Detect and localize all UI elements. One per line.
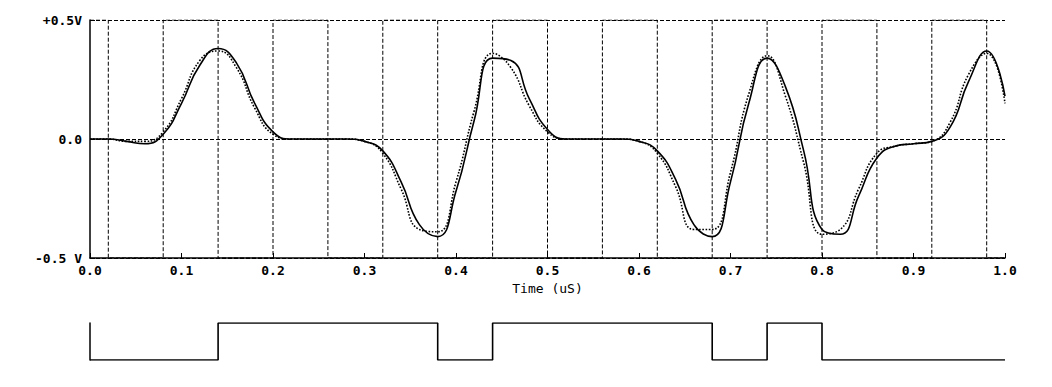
- svg-text:0.5: 0.5: [536, 263, 559, 278]
- svg-text:0.3: 0.3: [353, 263, 376, 278]
- svg-text:Time (uS): Time (uS): [512, 281, 582, 296]
- svg-text:0.2: 0.2: [261, 263, 284, 278]
- svg-text:0.1: 0.1: [170, 263, 194, 278]
- svg-text:+0.5V: +0.5V: [43, 13, 82, 28]
- svg-text:0.8: 0.8: [810, 263, 834, 278]
- svg-text:0.7: 0.7: [719, 263, 742, 278]
- svg-text:0.9: 0.9: [902, 263, 925, 278]
- svg-text:-0.5 V: -0.5 V: [35, 251, 82, 266]
- svg-text:0.6: 0.6: [627, 263, 651, 278]
- svg-text:1.0: 1.0: [993, 263, 1017, 278]
- svg-text:0.0: 0.0: [78, 263, 102, 278]
- svg-text:0.0: 0.0: [59, 132, 83, 147]
- svg-text:0.4: 0.4: [444, 263, 468, 278]
